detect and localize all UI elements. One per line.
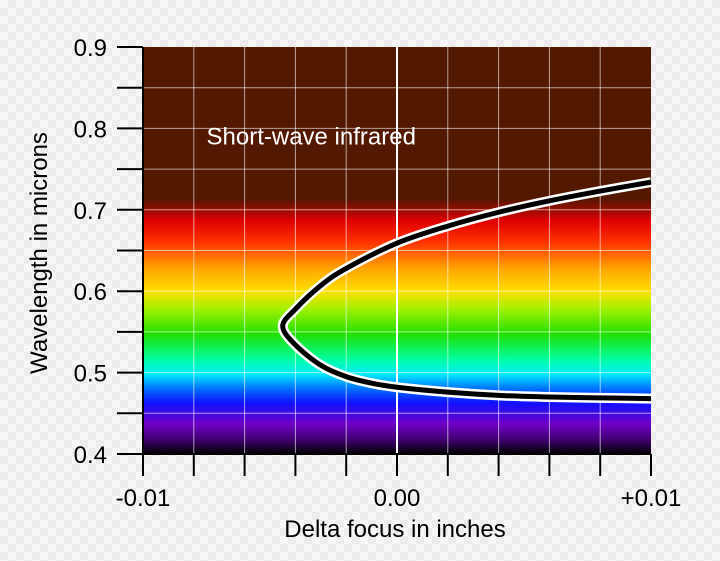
x-tick-label: +0.01: [621, 485, 682, 512]
y-tick-label: 0.4: [74, 442, 107, 469]
grid: [143, 47, 651, 454]
x-tick-label: -0.01: [116, 485, 171, 512]
annotation-short-wave-infrared: Short-wave infrared: [207, 124, 416, 151]
y-tick-label: 0.9: [74, 35, 107, 62]
x-tick-label: 0.00: [374, 485, 421, 512]
y-tick-label: 0.5: [74, 361, 107, 388]
tick-labels: -0.01 0.00 +0.01 0.4 0.5 0.6 0.7 0.8 0.9: [74, 35, 682, 512]
y-tick-label: 0.6: [74, 279, 107, 306]
ticks: [117, 46, 652, 476]
y-tick-label: 0.8: [74, 116, 107, 143]
y-axis-title: Wavelength in microns: [26, 132, 53, 374]
x-axis-title: Delta focus in inches: [284, 516, 505, 543]
curve-line: [280, 179, 652, 402]
y-tick-label: 0.7: [74, 198, 107, 225]
dispersion-curve: [277, 177, 652, 404]
